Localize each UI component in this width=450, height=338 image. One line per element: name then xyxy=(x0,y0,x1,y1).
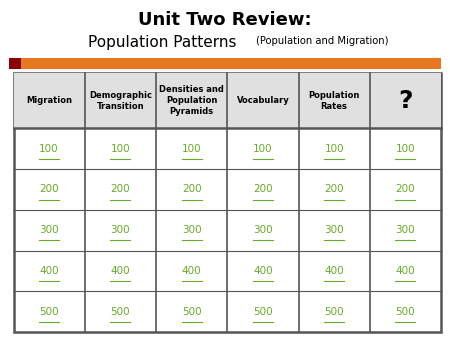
Bar xyxy=(9,58,441,69)
Text: Demographic
Transition: Demographic Transition xyxy=(89,91,152,111)
Text: Migration: Migration xyxy=(26,96,72,105)
Text: 200: 200 xyxy=(39,185,59,194)
Text: 500: 500 xyxy=(324,307,344,317)
Text: Unit Two Review:: Unit Two Review: xyxy=(138,11,312,29)
Text: 300: 300 xyxy=(111,225,130,235)
Text: 300: 300 xyxy=(253,225,273,235)
Text: 500: 500 xyxy=(111,307,130,317)
Text: 100: 100 xyxy=(111,144,130,154)
Text: Densities and
Population
Pyramids: Densities and Population Pyramids xyxy=(159,85,224,116)
Bar xyxy=(14,73,441,128)
Text: 300: 300 xyxy=(39,225,59,235)
Text: 200: 200 xyxy=(111,185,130,194)
Bar xyxy=(14,73,441,332)
Text: 400: 400 xyxy=(396,266,415,276)
Text: 400: 400 xyxy=(39,266,59,276)
Text: 300: 300 xyxy=(182,225,202,235)
Text: 500: 500 xyxy=(39,307,59,317)
Text: 500: 500 xyxy=(396,307,415,317)
Bar xyxy=(9,58,21,69)
Text: 200: 200 xyxy=(182,185,202,194)
Text: 300: 300 xyxy=(324,225,344,235)
Text: (Population and Migration): (Population and Migration) xyxy=(256,36,388,46)
Text: Vocabulary: Vocabulary xyxy=(237,96,289,105)
Text: 200: 200 xyxy=(396,185,415,194)
Text: Population Patterns: Population Patterns xyxy=(88,35,236,50)
Text: 100: 100 xyxy=(324,144,344,154)
Text: 200: 200 xyxy=(324,185,344,194)
Text: 400: 400 xyxy=(253,266,273,276)
Text: 500: 500 xyxy=(253,307,273,317)
Text: 100: 100 xyxy=(39,144,59,154)
Text: 300: 300 xyxy=(396,225,415,235)
Text: 100: 100 xyxy=(396,144,415,154)
Text: ?: ? xyxy=(398,89,413,113)
Text: 200: 200 xyxy=(253,185,273,194)
Text: 400: 400 xyxy=(324,266,344,276)
Text: 100: 100 xyxy=(182,144,202,154)
Text: 400: 400 xyxy=(182,266,202,276)
Text: 400: 400 xyxy=(111,266,130,276)
Text: Population
Rates: Population Rates xyxy=(308,91,360,111)
Text: 500: 500 xyxy=(182,307,202,317)
Text: 100: 100 xyxy=(253,144,273,154)
